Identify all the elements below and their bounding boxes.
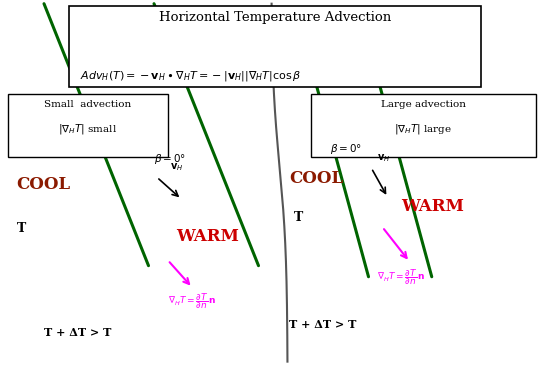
FancyBboxPatch shape: [69, 6, 481, 87]
Text: $\mathbf{v}_H$: $\mathbf{v}_H$: [377, 152, 390, 164]
Text: COOL: COOL: [16, 176, 70, 193]
Text: T: T: [16, 222, 26, 235]
Text: Small  advection: Small advection: [45, 100, 131, 108]
Text: T + ΔT > T: T + ΔT > T: [44, 327, 111, 338]
Text: Large advection: Large advection: [381, 100, 466, 108]
FancyBboxPatch shape: [311, 94, 536, 157]
Text: Horizontal Temperature Advection: Horizontal Temperature Advection: [159, 11, 391, 24]
Text: $|\nabla_H T|$ large: $|\nabla_H T|$ large: [394, 122, 453, 136]
Text: $\beta = 0°$: $\beta = 0°$: [154, 152, 186, 166]
Text: $\nabla_H T = \dfrac{\partial T}{\partial n}\,\mathbf{n}$: $\nabla_H T = \dfrac{\partial T}{\partia…: [377, 268, 425, 287]
Text: WARM: WARM: [402, 198, 464, 215]
Text: COOL: COOL: [289, 170, 343, 187]
Text: T: T: [294, 211, 304, 224]
Text: $|\nabla_H T|$ small: $|\nabla_H T|$ small: [58, 122, 118, 136]
Text: T + ΔT > T: T + ΔT > T: [289, 319, 356, 330]
Text: $\mathbf{v}_H$: $\mathbf{v}_H$: [170, 162, 184, 173]
Text: $\mathit{Adv}_H(T) = -\mathbf{v}_H \bullet \nabla_H T = -|\mathbf{v}_H||\nabla_H: $\mathit{Adv}_H(T) = -\mathbf{v}_H \bull…: [80, 69, 301, 83]
Text: WARM: WARM: [176, 228, 239, 245]
Text: $\beta = 0°$: $\beta = 0°$: [330, 142, 362, 156]
FancyBboxPatch shape: [8, 94, 168, 157]
Text: $\nabla_H T = \dfrac{\partial T}{\partial n}\,\mathbf{n}$: $\nabla_H T = \dfrac{\partial T}{\partia…: [168, 292, 216, 311]
